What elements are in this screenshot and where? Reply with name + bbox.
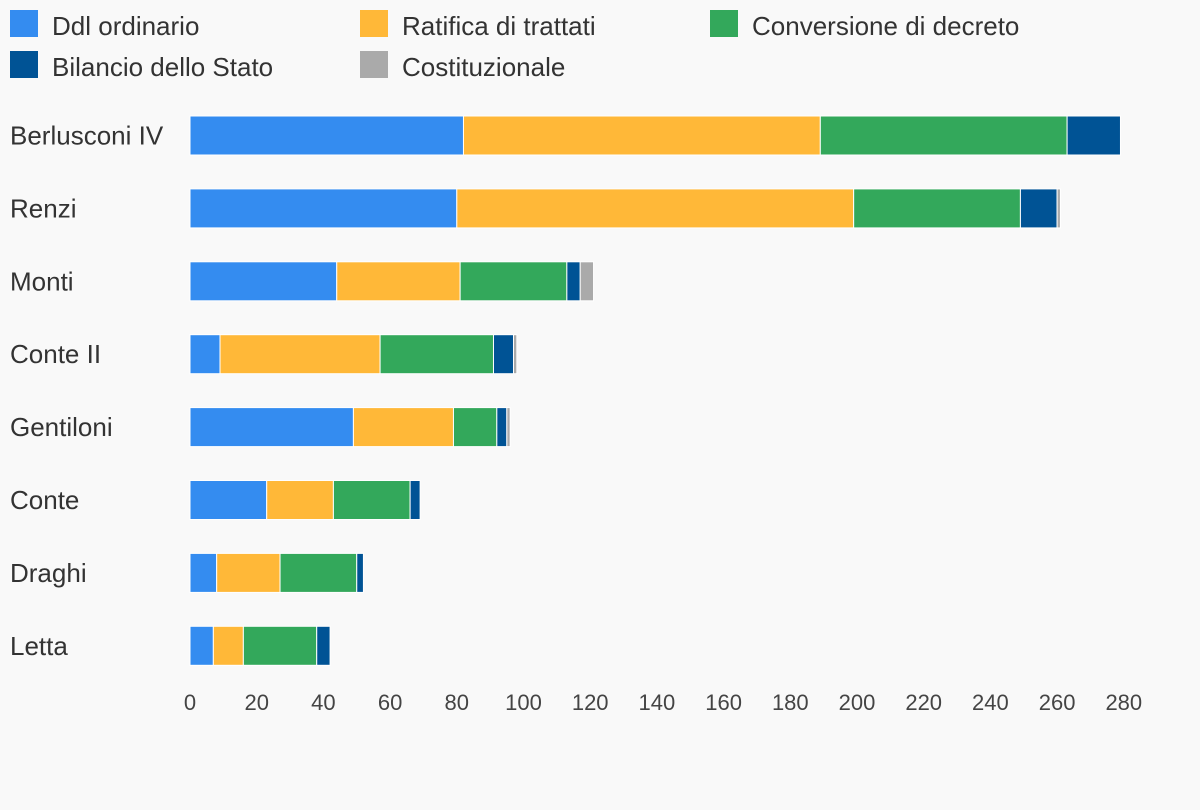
x-tick-label: 260 <box>1039 690 1076 715</box>
x-tick-label: 20 <box>244 690 268 715</box>
x-tick-label: 60 <box>378 690 402 715</box>
bar-segment <box>279 552 358 593</box>
bar-segment <box>316 625 331 666</box>
x-tick-label: 220 <box>905 690 942 715</box>
bar-segment <box>336 261 461 302</box>
legend-label: Ddl ordinario <box>52 11 199 41</box>
bar-segment <box>492 334 514 375</box>
bar-segment <box>579 261 595 302</box>
bar-segment <box>462 115 821 156</box>
bar-segment <box>189 334 221 375</box>
bar-segment <box>189 261 338 302</box>
legend-label: Ratifica di trattati <box>402 11 596 41</box>
category-label: Gentiloni <box>10 412 113 442</box>
bar-segment <box>352 407 454 448</box>
legend-swatch <box>360 10 388 37</box>
bar-segment <box>189 552 218 593</box>
bar-segment <box>266 480 334 520</box>
bar-segment <box>189 625 214 666</box>
category-label: Renzi <box>10 193 76 223</box>
bar-segment <box>459 261 568 302</box>
x-tick-label: 240 <box>972 690 1009 715</box>
bar-segment <box>189 115 464 156</box>
legend-item: Conversione di decreto <box>710 10 1019 41</box>
legend-item: Bilancio dello Stato <box>10 51 273 82</box>
bar-segment <box>189 188 458 229</box>
x-tick-label: 0 <box>184 690 196 715</box>
category-label: Draghi <box>10 558 87 588</box>
x-tick-label: 200 <box>839 690 876 715</box>
legend-swatch <box>710 10 738 37</box>
legend: Ddl ordinario Ratifica di trattati Convers… <box>10 10 1019 82</box>
legend-item: Costituzionale <box>360 51 565 82</box>
category-label: Monti <box>10 266 74 296</box>
bar-segment <box>219 334 381 375</box>
bar-segment <box>456 188 855 229</box>
legend-label: Conversione di decreto <box>752 11 1019 41</box>
x-tick-label: 120 <box>572 690 609 715</box>
bar-segment <box>332 480 411 520</box>
bar-segment <box>496 407 508 448</box>
bar-segment <box>819 115 1068 156</box>
legend-swatch <box>10 51 38 78</box>
x-tick-label: 180 <box>772 690 809 715</box>
bar-segment <box>216 552 281 593</box>
bar-segment <box>189 407 354 448</box>
bar-segment <box>189 480 268 520</box>
x-tick-label: 40 <box>311 690 335 715</box>
x-tick-label: 140 <box>639 690 676 715</box>
bar-segment <box>512 334 518 375</box>
x-tick-label: 280 <box>1105 690 1142 715</box>
bar-segment <box>1056 188 1061 229</box>
legend-label: Bilancio dello Stato <box>52 52 273 82</box>
category-label: Conte <box>10 485 79 515</box>
category-label: Berlusconi IV <box>10 121 164 151</box>
legend-swatch <box>360 51 388 78</box>
legend-swatch <box>10 10 38 37</box>
bar-segment <box>853 188 1021 229</box>
bars <box>189 115 1121 666</box>
legend-label: Costituzionale <box>402 52 565 82</box>
x-tick-label: 100 <box>505 690 542 715</box>
bar-segment <box>452 407 498 448</box>
legend-item: Ddl ordinario <box>10 10 199 41</box>
bar-segment <box>506 407 511 448</box>
category-labels: Berlusconi IV Renzi Monti Conte II Gentiloni… <box>10 121 164 661</box>
bar-segment <box>242 625 318 666</box>
category-label: Conte II <box>10 339 101 369</box>
bar-segment <box>212 625 244 666</box>
bar-segment <box>1066 115 1121 156</box>
bar-segment <box>566 261 581 302</box>
bar-segment <box>356 552 364 593</box>
x-tick-label: 80 <box>445 690 469 715</box>
legend-item: Ratifica di trattati <box>360 10 596 41</box>
bar-segment <box>409 480 421 520</box>
x-tick-label: 160 <box>705 690 742 715</box>
bar-segment <box>379 334 494 375</box>
category-label: Letta <box>10 631 68 661</box>
x-axis: 0 20 40 60 80 100 120 140 160 180 200 220 240 260 280 <box>184 690 1142 715</box>
bar-segment <box>1019 188 1058 229</box>
